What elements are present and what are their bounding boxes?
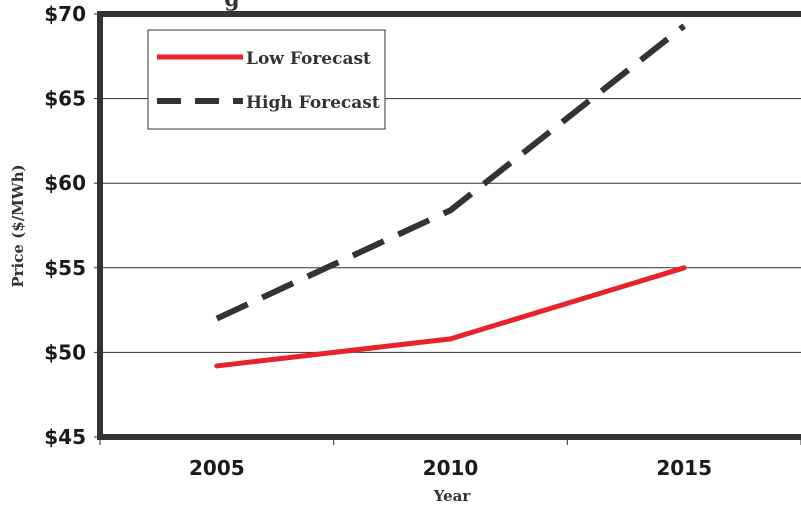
y-tick-label: $50 [44,340,86,364]
legend-label-high-forecast: High Forecast [246,93,380,113]
x-tick-labels: 2005 2010 2015 [189,456,712,480]
y-tick-label: $70 [44,2,86,26]
y-axis-label: Price ($/MWh) [9,164,27,287]
legend-box [147,29,386,130]
legend-label-low-forecast: Low Forecast [246,49,371,69]
y-tick-label: $60 [44,171,86,195]
x-tick-label: 2010 [423,456,479,480]
x-tick-label: 2015 [656,456,712,480]
y-tick-label: $55 [44,256,86,280]
x-tick-label: 2005 [189,456,245,480]
chart-title: g [224,0,239,12]
y-tick-label: $65 [44,87,86,111]
x-axis-label: Year [433,487,472,505]
y-tick-labels: $45 $50 $55 $60 $65 $70 [44,2,86,449]
series-lines [214,23,687,369]
legend: Low Forecast High Forecast [147,29,386,130]
series-line-low-forecast [214,265,687,369]
series-line-high-forecast [215,23,687,322]
y-tick-label: $45 [44,425,86,449]
